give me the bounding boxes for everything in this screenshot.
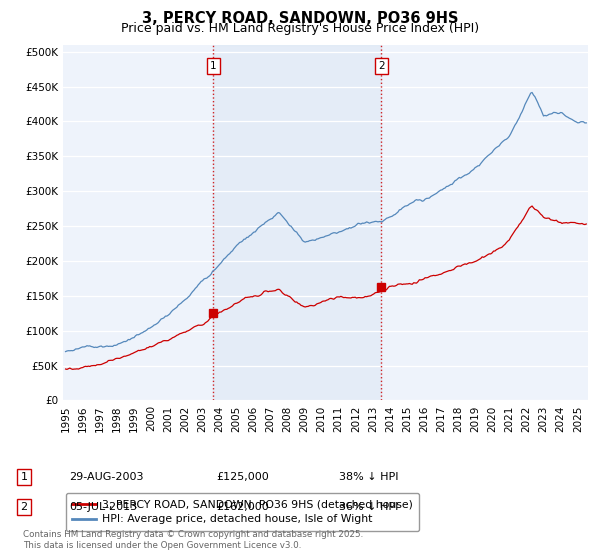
Legend: 3, PERCY ROAD, SANDOWN, PO36 9HS (detached house), HPI: Average price, detached : 3, PERCY ROAD, SANDOWN, PO36 9HS (detach… <box>66 493 419 531</box>
Text: 1: 1 <box>20 472 28 482</box>
Text: 2: 2 <box>20 502 28 512</box>
Text: 36% ↓ HPI: 36% ↓ HPI <box>339 502 398 512</box>
Bar <box>214 45 382 400</box>
Text: 3, PERCY ROAD, SANDOWN, PO36 9HS: 3, PERCY ROAD, SANDOWN, PO36 9HS <box>142 11 458 26</box>
Text: 05-JUL-2013: 05-JUL-2013 <box>69 502 137 512</box>
Text: 1: 1 <box>210 60 217 71</box>
Text: This data is licensed under the Open Government Licence v3.0.: This data is licensed under the Open Gov… <box>23 541 301 550</box>
Text: 29-AUG-2003: 29-AUG-2003 <box>69 472 143 482</box>
Text: 38% ↓ HPI: 38% ↓ HPI <box>339 472 398 482</box>
Text: 2: 2 <box>378 60 385 71</box>
Text: Price paid vs. HM Land Registry's House Price Index (HPI): Price paid vs. HM Land Registry's House … <box>121 22 479 35</box>
Text: £162,000: £162,000 <box>216 502 269 512</box>
Text: £125,000: £125,000 <box>216 472 269 482</box>
Text: Contains HM Land Registry data © Crown copyright and database right 2025.: Contains HM Land Registry data © Crown c… <box>23 530 363 539</box>
